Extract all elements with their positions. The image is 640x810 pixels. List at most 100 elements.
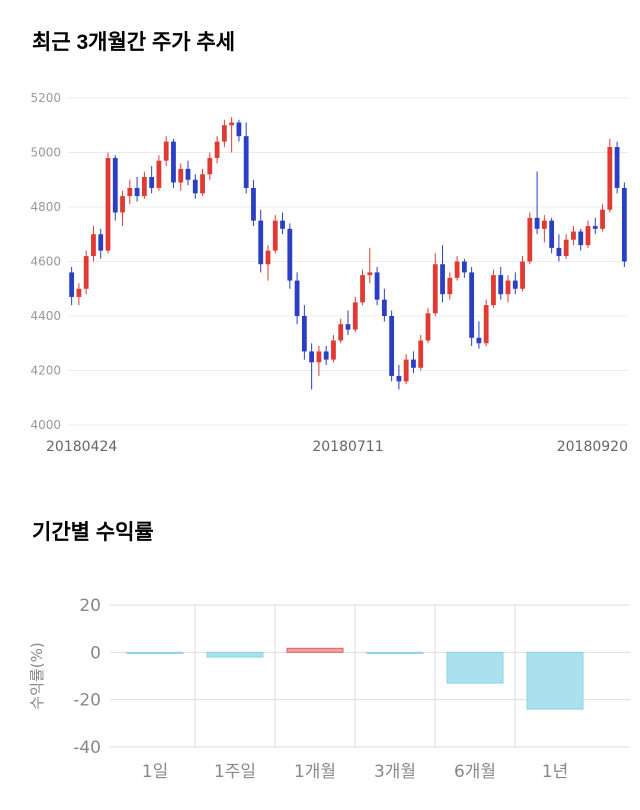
candle <box>323 345 329 366</box>
candle <box>221 119 227 148</box>
returns-y-axis-title: 수익률(%) <box>28 642 46 709</box>
candle <box>236 119 242 142</box>
candle <box>491 269 496 308</box>
candle <box>614 141 620 194</box>
candle <box>214 136 220 164</box>
candle <box>309 343 315 390</box>
candle <box>149 166 155 194</box>
candle <box>171 138 176 188</box>
candle <box>469 266 475 346</box>
returns-y-tick-label: -20 <box>73 691 101 711</box>
candle <box>374 266 380 306</box>
candle <box>396 365 402 390</box>
candle <box>229 117 235 153</box>
return-bar <box>446 651 504 684</box>
candle <box>280 212 285 235</box>
candle <box>527 212 533 265</box>
candle <box>403 354 409 385</box>
candle <box>512 272 518 295</box>
candle <box>541 215 547 243</box>
returns-y-tick-label: -40 <box>73 738 101 758</box>
returns-x-category-label: 3개월 <box>374 762 416 782</box>
candle <box>243 122 249 194</box>
candle <box>432 253 438 316</box>
candle <box>156 155 162 191</box>
candle <box>163 136 169 167</box>
candle <box>411 351 416 374</box>
candle <box>200 168 205 197</box>
candle <box>483 299 489 346</box>
candle <box>578 228 584 251</box>
candle <box>600 204 605 232</box>
candle <box>265 245 271 281</box>
candle <box>76 283 82 306</box>
return-bar <box>126 651 184 655</box>
returns-bar-chart: 수익률(%) 20 0 -20 -40 1일 1주일 1개월 3개월 6개월 1년 <box>28 596 630 782</box>
candle <box>112 155 118 221</box>
returns-y-tick-label: 0 <box>90 643 101 663</box>
candle <box>367 247 373 284</box>
candle <box>338 318 344 344</box>
candle <box>331 335 336 363</box>
price-y-tick-label: 4400 <box>30 309 61 323</box>
candle <box>447 272 453 300</box>
return-bar <box>526 651 584 710</box>
candle <box>425 307 431 344</box>
returns-x-category-label: 1일 <box>142 762 168 782</box>
candle <box>549 217 555 254</box>
candle <box>621 182 627 267</box>
candle <box>120 190 125 227</box>
candle <box>534 171 540 235</box>
candle <box>207 152 213 180</box>
candle <box>127 179 133 205</box>
candle <box>454 256 460 281</box>
returns-x-category-label: 6개월 <box>454 762 496 782</box>
candle <box>461 258 467 278</box>
returns-y-tick-label: 20 <box>79 596 101 616</box>
candle <box>360 269 365 306</box>
price-y-tick-label: 5200 <box>30 91 61 105</box>
price-x-tick-label: 20180424 <box>46 439 117 455</box>
candle <box>141 171 147 199</box>
returns-x-category-label: 1년 <box>542 762 568 782</box>
candle <box>440 245 445 303</box>
candle <box>607 138 613 213</box>
candle <box>272 215 278 254</box>
candle <box>69 266 75 306</box>
candle <box>498 266 504 300</box>
candle <box>563 234 569 259</box>
candle <box>98 228 104 259</box>
candle <box>258 209 264 273</box>
price-y-tick-label: 4200 <box>30 364 61 378</box>
candle <box>505 275 511 303</box>
candle <box>316 345 322 376</box>
candle <box>389 310 395 382</box>
returns-x-category-label: 1개월 <box>294 762 336 782</box>
candle <box>476 321 482 349</box>
price-y-tick-label: 4800 <box>30 200 61 214</box>
return-bar <box>286 647 344 653</box>
candle <box>592 217 598 235</box>
candle <box>83 250 89 295</box>
candle <box>134 177 140 202</box>
price-x-tick-label: 20180711 <box>312 439 383 455</box>
candle <box>287 223 293 289</box>
returns-chart-title: 기간별 수익률 <box>32 521 154 544</box>
candle <box>301 305 307 360</box>
candle <box>251 179 256 227</box>
candle <box>178 163 184 191</box>
candle <box>192 174 198 199</box>
candle <box>381 288 387 322</box>
candle <box>91 226 96 262</box>
candle <box>105 152 111 254</box>
price-chart-title: 최근 3개월간 주가 추세 <box>32 31 236 54</box>
candle <box>294 272 300 325</box>
candle <box>185 160 191 186</box>
price-y-tick-label: 5000 <box>30 146 61 160</box>
price-y-tick-label: 4000 <box>30 418 61 432</box>
candle <box>520 256 525 292</box>
candle <box>418 335 424 371</box>
price-candlestick-chart: 5200 5000 4800 4600 4400 4200 4000 20180424 2018… <box>30 91 628 455</box>
returns-x-category-label: 1주일 <box>214 762 256 782</box>
